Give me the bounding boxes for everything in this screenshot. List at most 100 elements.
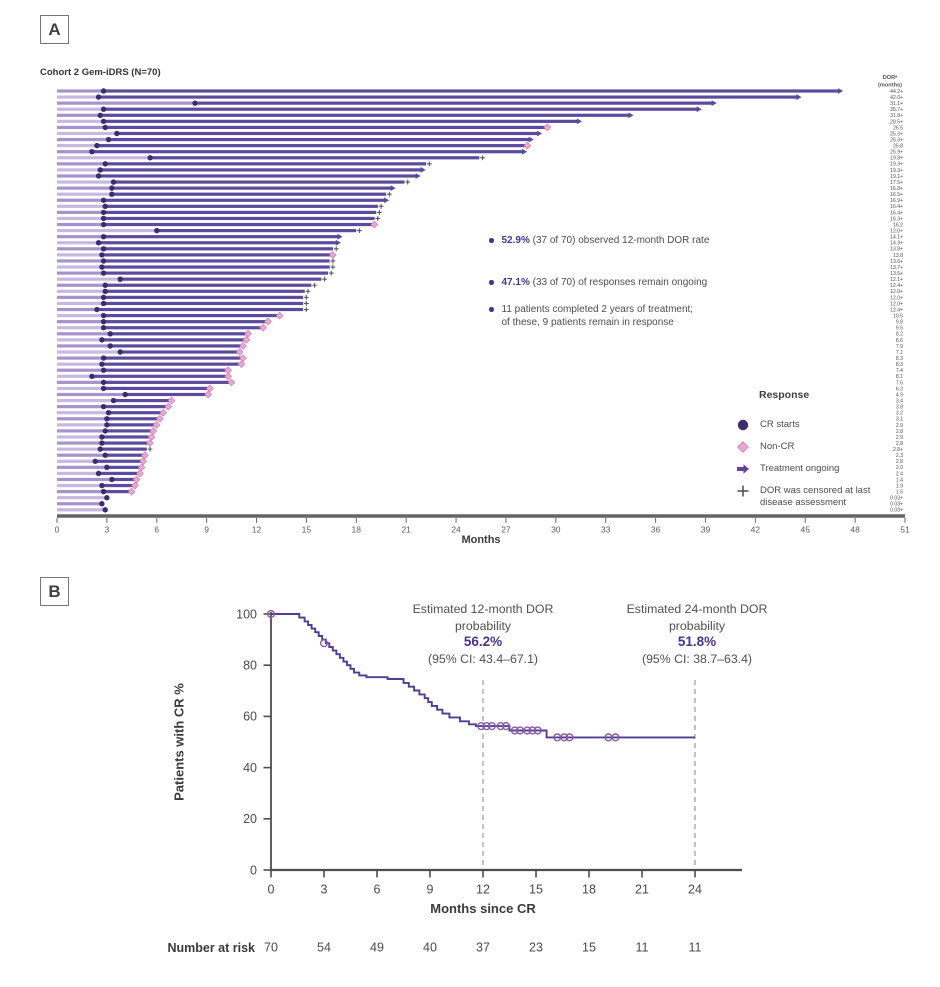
pre-cr-bar <box>57 307 97 312</box>
patient-row: 3.4 <box>57 396 903 405</box>
dor-value: 16.3+ <box>890 216 903 222</box>
response-bar <box>105 283 312 287</box>
dor-24-month-annotation: Estimated 24-month DOR probability 51.8%… <box>582 601 812 667</box>
treatment-ongoing-arrow <box>796 94 802 100</box>
patient-row: 9.5 <box>57 323 903 332</box>
dor-value: 25.3+ <box>890 131 903 137</box>
patient-row: 25.9+ <box>57 148 903 156</box>
pre-cr-bar <box>57 356 104 360</box>
pre-cr-bar <box>57 89 104 93</box>
pre-cr-bar <box>57 386 104 391</box>
response-bar <box>103 320 267 324</box>
response-bar <box>108 411 162 415</box>
response-bar <box>120 350 239 354</box>
pre-cr-bar <box>57 222 104 227</box>
cr-start-marker <box>100 106 107 112</box>
dor-value: 3.2 <box>896 411 903 417</box>
pre-cr-bar <box>57 392 126 397</box>
y-tick-label: 40 <box>243 761 257 775</box>
response-bar <box>125 392 207 397</box>
censor-mark <box>482 722 491 731</box>
number-at-risk-value: 11 <box>636 941 649 955</box>
patient-row: 42.0+ <box>57 94 903 101</box>
cr-start-marker <box>104 494 110 501</box>
cr-start-marker <box>107 331 113 337</box>
non-cr-diamond <box>159 408 168 417</box>
response-bar <box>103 386 209 391</box>
dor-value: 12.0+ <box>890 289 903 295</box>
non-cr-diamond <box>205 384 214 393</box>
dor-value: 25.9+ <box>890 150 903 156</box>
dor-value: 2.8+ <box>893 447 903 453</box>
non-cr-diamond <box>239 354 247 362</box>
treatment-ongoing-arrow <box>384 197 390 204</box>
pre-cr-bar <box>57 101 196 105</box>
patient-row: 7.1 <box>57 348 903 356</box>
pre-cr-bar <box>57 483 102 488</box>
non-cr-diamond <box>239 342 247 350</box>
response-bar <box>101 265 330 269</box>
x-tick-label: 6 <box>374 883 381 897</box>
patient-row: 3.1 <box>57 414 903 423</box>
pre-cr-bar <box>57 459 96 463</box>
cr-start-marker <box>109 476 115 483</box>
pre-cr-bar <box>57 162 106 166</box>
pre-cr-bar <box>57 295 104 299</box>
dor-24-month-value: 51.8% <box>677 634 717 649</box>
censor-mark <box>496 722 505 731</box>
censor-plus <box>378 203 384 209</box>
cr-start-marker <box>99 252 105 258</box>
dor-value: 2.0 <box>896 465 903 471</box>
pre-cr-bar <box>57 338 102 342</box>
patient-row: 2.8 <box>57 457 903 465</box>
response-bar <box>116 131 538 136</box>
pre-cr-bar <box>57 119 104 123</box>
pre-cr-bar <box>57 344 111 348</box>
censor-mark <box>533 726 542 735</box>
censor-mark <box>560 733 569 742</box>
treatment-ongoing-arrow <box>522 148 528 155</box>
patient-row: 16.4+ <box>57 203 903 210</box>
censor-mark <box>528 726 537 735</box>
dor-value: 13.8+ <box>890 247 903 253</box>
non-cr-diamond <box>167 396 176 405</box>
pre-cr-bar <box>57 241 99 245</box>
cr-start-marker <box>102 161 108 167</box>
dor-value: 16.4+ <box>890 204 903 210</box>
response-bar <box>103 295 304 299</box>
dor-value: 8.3 <box>896 356 903 362</box>
patient-row: 0.03+ <box>57 501 903 508</box>
cr-starts-icon <box>735 419 751 432</box>
cr-start-marker <box>95 94 102 100</box>
response-bar <box>101 338 245 342</box>
legend-item-cr-starts: CR starts <box>735 419 870 432</box>
response-bar <box>120 277 322 281</box>
y-tick-label: 100 <box>236 607 257 621</box>
patient-row: 8.2 <box>57 329 903 338</box>
censor-plus <box>147 446 153 452</box>
cr-start-marker <box>102 507 108 513</box>
dor-value: 16.4+ <box>890 210 903 216</box>
dor-value: 16.2 <box>893 222 903 228</box>
response-bar <box>91 150 523 154</box>
response-bar <box>101 483 134 488</box>
cr-start-marker <box>100 385 107 392</box>
response-bar <box>195 101 713 105</box>
pre-cr-bar <box>57 168 101 172</box>
pre-cr-bar <box>57 156 151 160</box>
non-cr-diamond <box>370 220 379 229</box>
non-cr-diamond <box>156 414 164 423</box>
dor-value: 4.9 <box>896 392 903 398</box>
patient-row: 8.3 <box>57 360 903 368</box>
response-bar <box>105 162 427 166</box>
pre-cr-bar <box>57 259 104 263</box>
non-cr-diamond <box>264 317 272 326</box>
panel-b-label: B <box>40 577 69 606</box>
patient-row: 13.7+ <box>57 264 903 271</box>
number-at-risk-label: Number at risk <box>167 941 255 955</box>
pre-cr-bar <box>57 247 104 251</box>
x-tick-label: 21 <box>635 883 649 897</box>
patient-row: 19.3+ <box>57 167 903 174</box>
patient-row: 0.03+ <box>57 507 903 514</box>
